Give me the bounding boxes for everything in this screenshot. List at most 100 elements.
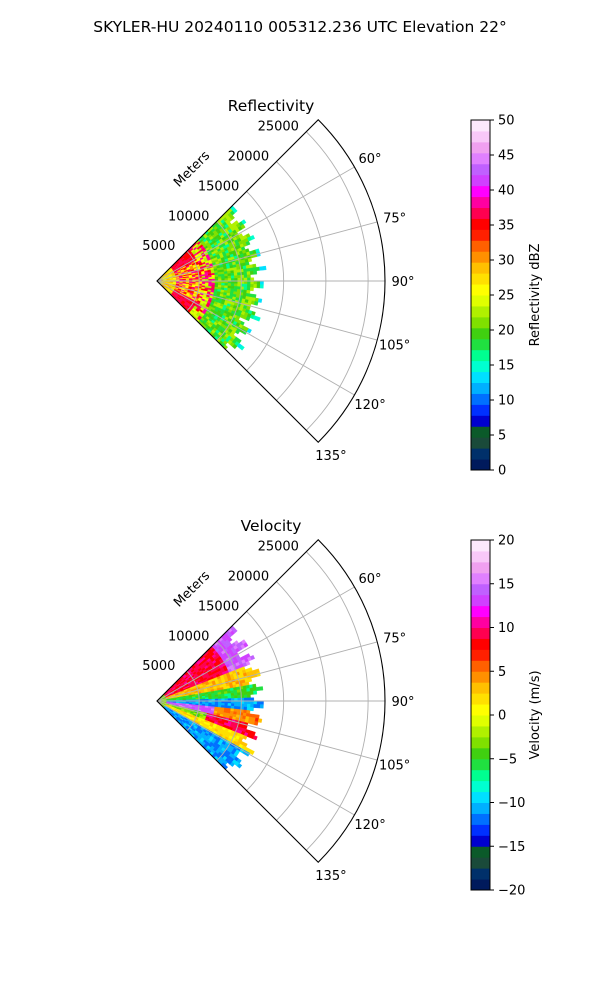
- data-cell: [254, 704, 257, 708]
- data-cell: [224, 274, 227, 277]
- data-cell: [247, 691, 250, 694]
- colorbar-label: Reflectivity dBZ: [528, 244, 543, 347]
- data-cell: [244, 698, 247, 701]
- colorbar-swatch: [471, 813, 490, 824]
- data-cell: [260, 705, 263, 709]
- data-cell: [254, 281, 257, 284]
- data-cell: [244, 284, 247, 287]
- colorbar-tick-label: 20: [498, 534, 515, 549]
- colorbar-swatch: [471, 573, 490, 584]
- colorbar-label: Velocity (m/s): [528, 670, 543, 759]
- data-cell: [244, 272, 247, 275]
- data-cell: [215, 697, 218, 699]
- data-cell: [234, 284, 237, 287]
- data-cell: [250, 271, 253, 275]
- colorbar-tick-label: 35: [498, 219, 515, 234]
- data-cell: [247, 271, 250, 274]
- data-cell: [224, 694, 227, 697]
- colorbar-swatch: [471, 415, 490, 426]
- data-cell: [228, 273, 231, 276]
- colorbar-swatch: [471, 726, 490, 737]
- radial-tick-label: 10000: [168, 629, 209, 644]
- colorbar-swatch: [471, 295, 490, 306]
- data-cell: [215, 277, 218, 279]
- data-cell: [247, 287, 250, 290]
- data-cell: [238, 284, 241, 287]
- angle-tick-label: 135°: [315, 449, 346, 464]
- colorbar-swatch: [471, 153, 490, 164]
- data-cell: [244, 707, 247, 710]
- colorbar-swatch: [471, 218, 490, 229]
- data-cell: [244, 275, 247, 278]
- data-cell: [258, 719, 262, 723]
- colorbar-swatch: [471, 671, 490, 682]
- colorbar-swatch: [471, 284, 490, 295]
- data-cell: [257, 704, 260, 708]
- colorbar-swatch: [471, 551, 490, 562]
- radial-tick-label: 15000: [198, 179, 239, 194]
- radial-tick-label: 5000: [142, 659, 175, 674]
- colorbar-swatch: [471, 383, 490, 394]
- colorbar-swatch: [471, 606, 490, 617]
- colorbar-swatch: [471, 693, 490, 704]
- colorbar-tick-label: 50: [498, 114, 515, 129]
- angle-tick-label: 120°: [354, 398, 385, 413]
- angle-tick-label: 60°: [359, 152, 382, 167]
- data-cell: [257, 701, 260, 705]
- data-cell: [231, 704, 234, 707]
- data-cell: [252, 684, 256, 688]
- data-cell: [228, 693, 231, 696]
- data-cell: [234, 704, 237, 707]
- colorbar-tick-label: 40: [498, 184, 515, 199]
- data-cell: [244, 695, 247, 698]
- colorbar-tick-label: 0: [498, 709, 506, 724]
- data-cell: [247, 707, 250, 710]
- colorbar-swatch: [471, 781, 490, 792]
- data-cell: [243, 269, 247, 272]
- colorbar-swatch: [471, 846, 490, 857]
- angle-tick-label: 75°: [383, 631, 406, 646]
- colorbar-swatch: [471, 306, 490, 317]
- colorbar-swatch: [471, 459, 490, 470]
- data-cell: [251, 701, 254, 704]
- colorbar-swatch: [471, 879, 490, 890]
- colorbar-tick-label: 25: [498, 289, 515, 304]
- colorbar-swatch: [471, 803, 490, 814]
- radial-tick-label: 10000: [168, 209, 209, 224]
- data-cell: [228, 283, 231, 286]
- data-cell: [218, 277, 221, 279]
- colorbar-tick-label: 45: [498, 149, 515, 164]
- colorbar-tick-label: −15: [498, 840, 525, 855]
- data-cell: [237, 692, 240, 695]
- data-cell: [228, 703, 231, 706]
- colorbar-swatch: [471, 437, 490, 448]
- colorbar-tick-label: 20: [498, 324, 515, 339]
- data-cell: [238, 695, 241, 698]
- colorbar-swatch: [471, 262, 490, 273]
- data-cell: [251, 278, 254, 281]
- data-cell: [257, 281, 260, 285]
- radial-tick-label: 25000: [258, 120, 299, 135]
- colorbar-tick-label: −10: [498, 796, 525, 811]
- colorbar-swatch: [471, 350, 490, 361]
- colorbar-swatch: [471, 562, 490, 573]
- colorbar-tick-label: −5: [498, 752, 517, 767]
- colorbar-swatch: [471, 824, 490, 835]
- angle-tick-label: 90°: [391, 695, 414, 710]
- colorbar-tick-label: 0: [498, 464, 506, 479]
- data-cell: [251, 698, 254, 701]
- data-cell: [247, 701, 250, 704]
- data-cell: [237, 272, 240, 275]
- colorbar-tick-label: 15: [498, 577, 515, 592]
- angle-tick-label: 135°: [315, 869, 346, 884]
- colorbar-swatch: [471, 748, 490, 759]
- colorbar-tick-label: 15: [498, 359, 515, 374]
- colorbar-tick-label: 10: [498, 621, 515, 636]
- data-cell: [250, 704, 253, 707]
- colorbar-swatch: [471, 835, 490, 846]
- colorbar-swatch: [471, 131, 490, 142]
- data-cell: [234, 695, 237, 698]
- angle-tick-label: 75°: [383, 211, 406, 226]
- radial-tick-label: 5000: [142, 239, 175, 254]
